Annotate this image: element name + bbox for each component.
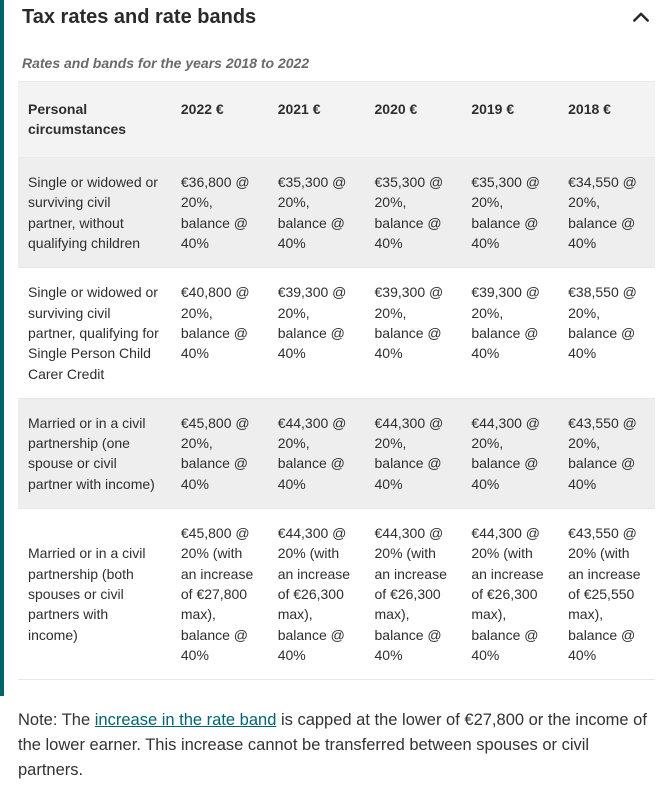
rate-band-link[interactable]: increase in the rate band [95, 711, 277, 729]
cell: €43,550 @ 20%, balance @ 40% [558, 398, 655, 508]
table-row: Married or in a civil partnership (both … [18, 509, 655, 680]
col-header: 2020 € [365, 82, 462, 158]
row-label: Single or widowed or surviving civil par… [18, 158, 171, 268]
tax-rates-panel: Tax rates and rate bands Rates and bands… [0, 0, 669, 696]
cell: €44,300 @ 20% (with an increase of €26,3… [365, 509, 462, 680]
row-label: Single or widowed or surviving civil par… [18, 268, 171, 398]
cell: €35,300 @ 20%, balance @ 40% [268, 158, 365, 268]
cell: €43,550 @ 20% (with an increase of €25,5… [558, 509, 655, 680]
panel-title: Tax rates and rate bands [22, 6, 256, 29]
row-label: Married or in a civil partnership (both … [18, 509, 171, 680]
cell: €36,800 @ 20%, balance @ 40% [171, 158, 268, 268]
cell: €39,300 @ 20%, balance @ 40% [365, 268, 462, 398]
table-row: Married or in a civil partnership (one s… [18, 398, 655, 508]
table-wrap: Personal circumstances 2022 € 2021 € 202… [4, 81, 669, 696]
cell: €44,300 @ 20% (with an increase of €26,3… [461, 509, 558, 680]
table-header-row: Personal circumstances 2022 € 2021 € 202… [18, 82, 655, 158]
col-header: 2022 € [171, 82, 268, 158]
cell: €44,300 @ 20% (with an increase of €26,3… [268, 509, 365, 680]
col-header: 2019 € [461, 82, 558, 158]
cell: €40,800 @ 20%, balance @ 40% [171, 268, 268, 398]
cell: €39,300 @ 20%, balance @ 40% [268, 268, 365, 398]
col-header: 2018 € [558, 82, 655, 158]
col-header: Personal circumstances [18, 82, 171, 158]
cell: €45,800 @ 20%, balance @ 40% [171, 398, 268, 508]
cell: €44,300 @ 20%, balance @ 40% [461, 398, 558, 508]
cell: €45,800 @ 20% (with an increase of €27,8… [171, 509, 268, 680]
footnote: Note: The increase in the rate band is c… [0, 696, 669, 804]
cell: €44,300 @ 20%, balance @ 40% [268, 398, 365, 508]
col-header: 2021 € [268, 82, 365, 158]
panel-header[interactable]: Tax rates and rate bands [4, 0, 669, 31]
cell: €34,550 @ 20%, balance @ 40% [558, 158, 655, 268]
rates-table: Personal circumstances 2022 € 2021 € 202… [18, 81, 655, 680]
table-row: Single or widowed or surviving civil par… [18, 158, 655, 268]
cell: €35,300 @ 20%, balance @ 40% [365, 158, 462, 268]
cell: €39,300 @ 20%, balance @ 40% [461, 268, 558, 398]
cell: €35,300 @ 20%, balance @ 40% [461, 158, 558, 268]
chevron-up-icon [631, 8, 651, 28]
cell: €38,550 @ 20%, balance @ 40% [558, 268, 655, 398]
note-prefix: Note: The [18, 711, 95, 729]
table-row: Single or widowed or surviving civil par… [18, 268, 655, 398]
cell: €44,300 @ 20%, balance @ 40% [365, 398, 462, 508]
row-label: Married or in a civil partnership (one s… [18, 398, 171, 508]
table-caption: Rates and bands for the years 2018 to 20… [4, 31, 669, 81]
